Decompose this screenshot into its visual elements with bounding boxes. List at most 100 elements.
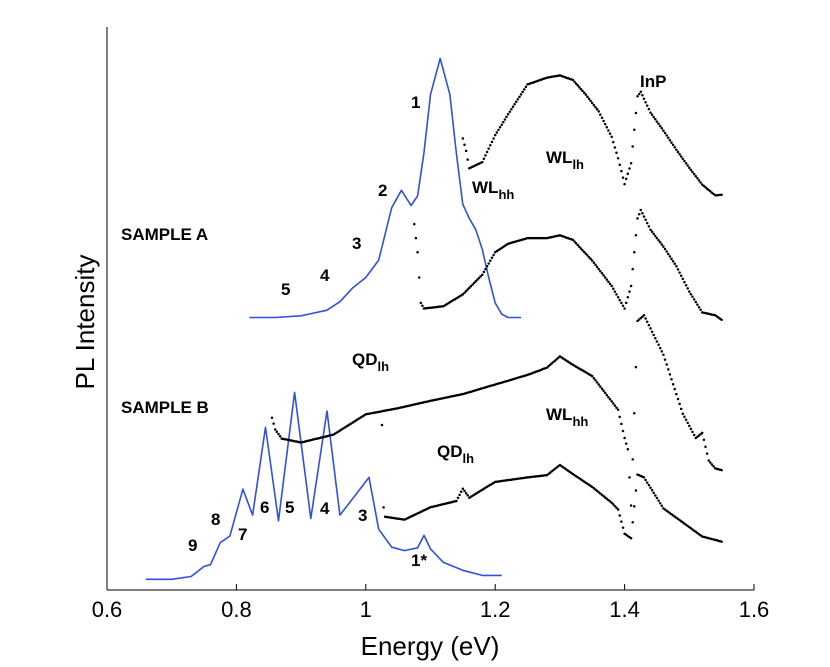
data-point xyxy=(660,127,664,130)
data-point xyxy=(644,218,647,222)
data-point xyxy=(700,183,704,186)
data-point xyxy=(694,174,698,178)
data-point xyxy=(595,265,599,269)
data-point xyxy=(634,489,638,492)
data-point xyxy=(594,263,597,267)
data-point xyxy=(516,98,520,101)
data-point xyxy=(500,123,503,126)
data-point xyxy=(684,284,688,287)
data-point xyxy=(578,85,581,89)
x-ticks: 0.6 0.8 1 1.2 1.4 1.6 xyxy=(92,584,769,622)
label-wl-lh-a: WLlh xyxy=(546,148,584,172)
data-point xyxy=(600,387,604,390)
data-point xyxy=(466,158,469,161)
data-point xyxy=(618,514,621,517)
data-point xyxy=(649,228,652,231)
data-point xyxy=(484,154,487,157)
data-point xyxy=(652,491,655,495)
data-point xyxy=(705,452,709,455)
data-point xyxy=(579,247,583,250)
data-point xyxy=(633,411,636,415)
data-point xyxy=(712,465,715,468)
data-point xyxy=(700,431,704,435)
data-point xyxy=(663,247,667,251)
series-sample-b-qd xyxy=(145,391,502,581)
data-point xyxy=(704,445,707,448)
data-point xyxy=(615,406,618,409)
data-point xyxy=(479,275,482,278)
peak-label-b1star: 1* xyxy=(411,551,427,570)
data-point xyxy=(678,152,681,156)
data-point xyxy=(644,317,647,320)
data-point xyxy=(270,416,274,419)
data-point xyxy=(576,84,579,87)
data-point xyxy=(474,280,478,283)
data-point xyxy=(523,88,526,91)
data-point xyxy=(466,494,469,497)
data-point xyxy=(665,250,668,253)
data-point xyxy=(655,340,659,343)
data-point xyxy=(650,489,654,492)
data-point xyxy=(508,110,512,114)
data-point xyxy=(631,521,634,524)
data-point xyxy=(650,230,654,234)
data-point xyxy=(605,393,609,397)
data-point xyxy=(510,108,513,111)
data-point xyxy=(616,295,620,299)
data-point xyxy=(608,132,612,135)
data-point xyxy=(626,172,630,175)
data-point xyxy=(595,108,599,111)
series-sample-b-upper xyxy=(270,314,723,507)
data-point xyxy=(490,256,494,260)
data-point xyxy=(610,284,613,288)
data-point xyxy=(414,236,418,240)
data-point xyxy=(513,103,516,106)
data-point xyxy=(616,508,620,511)
data-point xyxy=(702,438,706,442)
data-point xyxy=(607,395,610,399)
data-point xyxy=(645,221,649,225)
data-point xyxy=(592,376,596,380)
data-point xyxy=(691,170,694,174)
data-point xyxy=(654,234,657,238)
data-point xyxy=(586,254,589,257)
data-point xyxy=(671,143,675,147)
data-point xyxy=(673,146,676,149)
data-point xyxy=(636,217,639,220)
data-point xyxy=(589,99,592,103)
data-point xyxy=(673,387,676,391)
data-point xyxy=(594,105,597,109)
data-point xyxy=(607,129,610,132)
data-point xyxy=(493,133,497,137)
data-point xyxy=(612,503,615,506)
data-point xyxy=(665,363,668,366)
data-point xyxy=(495,131,499,134)
data-point xyxy=(571,78,575,82)
data-point xyxy=(581,248,584,252)
data-point xyxy=(657,122,660,126)
data-point xyxy=(634,111,638,115)
data-point xyxy=(456,496,460,500)
data-point xyxy=(616,156,620,160)
data-point xyxy=(681,277,685,281)
data-point xyxy=(668,255,672,258)
data-point xyxy=(608,398,612,401)
data-point xyxy=(600,116,604,120)
label-wl-hh-a: WLhh xyxy=(472,178,514,202)
data-point xyxy=(612,402,615,405)
data-point xyxy=(642,314,646,317)
data-point xyxy=(468,286,471,290)
data-point xyxy=(592,103,596,107)
data-point xyxy=(599,113,602,116)
data-point xyxy=(621,176,625,179)
data-point xyxy=(642,476,646,479)
data-point xyxy=(628,167,631,170)
data-point xyxy=(603,122,607,126)
data-point xyxy=(657,238,660,242)
series-layer xyxy=(145,57,723,581)
data-point xyxy=(650,113,654,117)
data-point xyxy=(654,118,657,121)
data-point xyxy=(485,150,489,154)
data-point xyxy=(275,430,279,434)
